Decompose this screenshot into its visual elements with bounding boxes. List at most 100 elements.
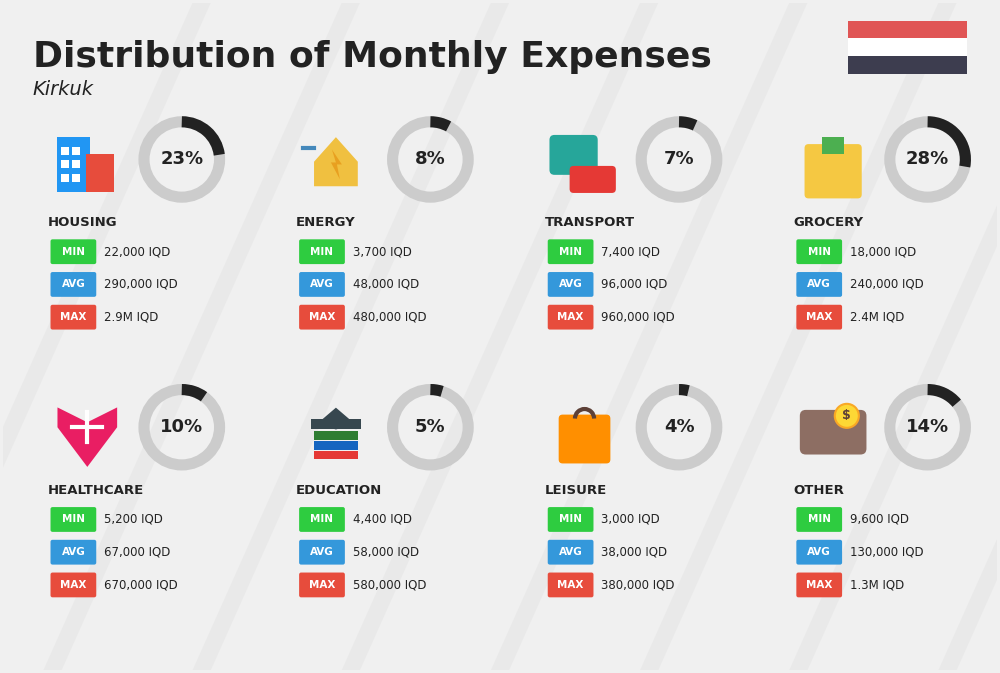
Text: 240,000 IQD: 240,000 IQD — [850, 278, 924, 291]
FancyBboxPatch shape — [57, 137, 90, 192]
Text: 960,000 IQD: 960,000 IQD — [601, 311, 675, 324]
Text: 290,000 IQD: 290,000 IQD — [104, 278, 178, 291]
FancyBboxPatch shape — [61, 147, 69, 155]
Text: AVG: AVG — [310, 279, 334, 289]
Text: AVG: AVG — [559, 547, 582, 557]
Text: 580,000 IQD: 580,000 IQD — [353, 578, 426, 592]
Text: 14%: 14% — [906, 418, 949, 436]
FancyBboxPatch shape — [51, 305, 96, 330]
Text: MIN: MIN — [808, 514, 831, 524]
Text: AVG: AVG — [310, 547, 334, 557]
Text: 7,400 IQD: 7,400 IQD — [601, 245, 660, 258]
Polygon shape — [317, 408, 355, 429]
FancyBboxPatch shape — [549, 135, 598, 175]
Text: HOUSING: HOUSING — [48, 216, 117, 229]
Text: 48,000 IQD: 48,000 IQD — [353, 278, 419, 291]
FancyBboxPatch shape — [548, 540, 593, 565]
Text: $: $ — [842, 409, 851, 423]
Text: TRANSPORT: TRANSPORT — [545, 216, 635, 229]
FancyBboxPatch shape — [548, 272, 593, 297]
Text: MIN: MIN — [310, 247, 333, 256]
Text: 670,000 IQD: 670,000 IQD — [104, 578, 178, 592]
Text: Kirkuk: Kirkuk — [33, 80, 94, 99]
FancyBboxPatch shape — [51, 507, 96, 532]
Text: EDUCATION: EDUCATION — [296, 484, 382, 497]
Text: AVG: AVG — [559, 279, 582, 289]
Text: LEISURE: LEISURE — [545, 484, 607, 497]
Text: 4%: 4% — [664, 418, 694, 436]
Text: 3,700 IQD: 3,700 IQD — [353, 245, 412, 258]
FancyBboxPatch shape — [848, 38, 967, 57]
Text: MIN: MIN — [559, 514, 582, 524]
FancyBboxPatch shape — [299, 573, 345, 598]
Text: 3,000 IQD: 3,000 IQD — [601, 513, 660, 526]
Text: MAX: MAX — [557, 312, 584, 322]
Text: MAX: MAX — [309, 580, 335, 590]
Text: MAX: MAX — [60, 312, 87, 322]
Text: 18,000 IQD: 18,000 IQD — [850, 245, 916, 258]
FancyBboxPatch shape — [72, 147, 80, 155]
Text: 96,000 IQD: 96,000 IQD — [601, 278, 668, 291]
FancyBboxPatch shape — [548, 507, 593, 532]
Text: 9,600 IQD: 9,600 IQD — [850, 513, 909, 526]
FancyBboxPatch shape — [548, 305, 593, 330]
Text: 380,000 IQD: 380,000 IQD — [601, 578, 675, 592]
Text: MIN: MIN — [62, 514, 85, 524]
Text: 28%: 28% — [906, 151, 949, 168]
FancyBboxPatch shape — [314, 451, 358, 460]
Text: AVG: AVG — [62, 279, 85, 289]
FancyBboxPatch shape — [800, 410, 866, 454]
Text: 5%: 5% — [415, 418, 446, 436]
FancyBboxPatch shape — [61, 160, 69, 168]
Text: MAX: MAX — [309, 312, 335, 322]
Text: 22,000 IQD: 22,000 IQD — [104, 245, 171, 258]
Text: 130,000 IQD: 130,000 IQD — [850, 546, 924, 559]
Polygon shape — [57, 407, 117, 467]
FancyBboxPatch shape — [848, 21, 967, 38]
FancyBboxPatch shape — [311, 419, 361, 429]
FancyBboxPatch shape — [51, 540, 96, 565]
Text: 58,000 IQD: 58,000 IQD — [353, 546, 419, 559]
FancyBboxPatch shape — [51, 573, 96, 598]
Text: 2.4M IQD: 2.4M IQD — [850, 311, 904, 324]
Text: MAX: MAX — [806, 312, 832, 322]
Text: 5,200 IQD: 5,200 IQD — [104, 513, 163, 526]
Text: MIN: MIN — [62, 247, 85, 256]
Text: 2.9M IQD: 2.9M IQD — [104, 311, 159, 324]
FancyBboxPatch shape — [299, 305, 345, 330]
Text: MAX: MAX — [557, 580, 584, 590]
FancyBboxPatch shape — [314, 441, 358, 450]
FancyBboxPatch shape — [822, 137, 844, 153]
FancyBboxPatch shape — [796, 507, 842, 532]
FancyBboxPatch shape — [805, 144, 862, 199]
Text: MIN: MIN — [310, 514, 333, 524]
FancyBboxPatch shape — [796, 305, 842, 330]
FancyBboxPatch shape — [559, 415, 610, 464]
Text: HEALTHCARE: HEALTHCARE — [48, 484, 144, 497]
Text: 8%: 8% — [415, 151, 446, 168]
FancyBboxPatch shape — [848, 57, 967, 74]
FancyBboxPatch shape — [548, 240, 593, 264]
Text: GROCERY: GROCERY — [793, 216, 863, 229]
Text: 23%: 23% — [160, 151, 203, 168]
Text: AVG: AVG — [807, 279, 831, 289]
FancyBboxPatch shape — [314, 431, 358, 440]
Text: 480,000 IQD: 480,000 IQD — [353, 311, 426, 324]
FancyBboxPatch shape — [548, 573, 593, 598]
FancyBboxPatch shape — [299, 540, 345, 565]
Text: MIN: MIN — [559, 247, 582, 256]
Text: 10%: 10% — [160, 418, 203, 436]
Polygon shape — [331, 149, 342, 179]
Polygon shape — [314, 137, 358, 186]
FancyBboxPatch shape — [72, 174, 80, 182]
FancyBboxPatch shape — [796, 272, 842, 297]
Text: MAX: MAX — [806, 580, 832, 590]
FancyBboxPatch shape — [86, 153, 114, 192]
FancyBboxPatch shape — [796, 573, 842, 598]
Text: AVG: AVG — [62, 547, 85, 557]
FancyBboxPatch shape — [299, 272, 345, 297]
Text: 67,000 IQD: 67,000 IQD — [104, 546, 171, 559]
Text: MAX: MAX — [60, 580, 87, 590]
Text: 38,000 IQD: 38,000 IQD — [601, 546, 668, 559]
FancyBboxPatch shape — [72, 160, 80, 168]
